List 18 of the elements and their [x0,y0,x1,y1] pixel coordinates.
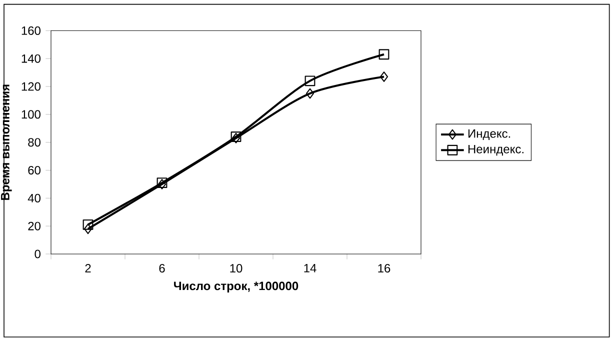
y-tick-label: 160 [22,26,40,35]
x-tick-label: 6 [159,264,165,273]
y-tick-label: 120 [22,82,40,91]
y-tick-label: 100 [22,110,40,119]
x-tick-label: 10 [230,264,242,273]
y-tick-label: 80 [28,138,40,147]
y-tick-label: 20 [28,222,40,230]
y-axis-title: Время выполнения [1,84,12,200]
y-tick-label: 60 [28,166,40,174]
x-tick-label: 16 [378,264,390,273]
y-tick-label: 0 [34,250,40,258]
x-tick-label: 14 [304,264,316,272]
y-tick-label: 140 [22,54,40,63]
y-tick-label: 40 [28,194,40,202]
legend-label: Индекс. [468,129,510,140]
x-axis-title: Число строк, *100000 [174,282,298,293]
legend-label: Неиндекс. [468,144,524,156]
x-tick-label: 2 [85,264,91,272]
